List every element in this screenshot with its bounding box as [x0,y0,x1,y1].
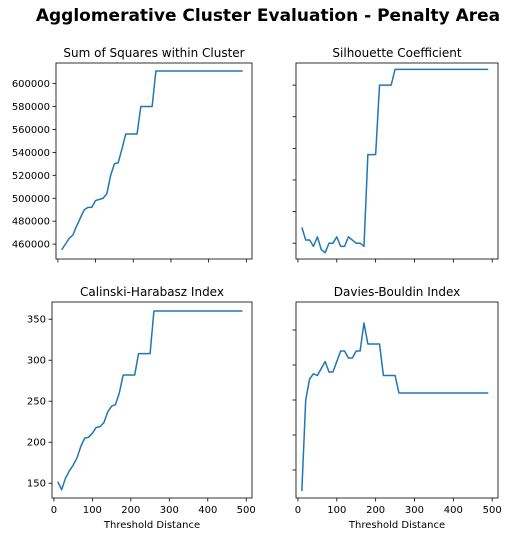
x-tick-label: 400 [198,505,217,516]
y-tick-label: 580000 [12,102,50,113]
y-tick-label: 540000 [12,148,50,159]
x-tick-label: 100 [83,505,102,516]
y-tick-label: 300 [27,356,46,367]
calinski-harabasz-x-axis-label: Threshold Distance [103,520,200,531]
x-tick-label: 0 [51,505,57,516]
sum-of-squares-panel: Sum of Squares within Cluster 460000 48000… [12,46,253,263]
y-tick-label: 350 [27,315,46,326]
calinski-harabasz-panel: Calinski-Harabasz Index 0 100 200 300 400 500 1… [27,285,256,531]
davies-bouldin-x-axis-label: Threshold Distance [348,520,445,531]
y-tick-label: 150 [27,479,46,490]
silhouette-series-line [301,68,489,254]
sum-of-squares-series-line [61,70,243,251]
davies-bouldin-axes-frame [295,301,499,499]
figure-title: Agglomerative Cluster Evaluation - Penal… [36,6,500,26]
y-tick-label: 460000 [12,240,50,251]
x-tick-label: 200 [366,505,385,516]
x-tick-label: 500 [483,505,502,516]
x-tick-label: 300 [405,505,424,516]
x-tick-label: 300 [160,505,179,516]
x-tick-label: 100 [327,505,346,516]
silhouette-panel: Silhouette Coefficient [292,46,499,263]
sum-of-squares-axes-frame [55,62,253,260]
y-tick-label: 560000 [12,125,50,136]
y-tick-label: 480000 [12,217,50,228]
davies-bouldin-title: Davies-Bouldin Index [334,285,461,299]
silhouette-title: Silhouette Coefficient [332,46,461,60]
davies-bouldin-panel: Davies-Bouldin Index 0 100 200 300 400 500 Thre… [292,285,502,531]
calinski-harabasz-title: Calinski-Harabasz Index [80,285,224,299]
silhouette-axes-frame [295,62,499,260]
calinski-harabasz-series-line [57,310,243,491]
x-tick-label: 200 [121,505,140,516]
sum-of-squares-title: Sum of Squares within Cluster [63,46,244,60]
subplots-grid: Sum of Squares within Cluster 460000 48000… [12,46,502,531]
davies-bouldin-series-line [301,322,489,492]
x-tick-label: 500 [237,505,256,516]
y-tick-label: 200 [27,438,46,449]
y-tick-label: 520000 [12,171,50,182]
y-tick-label: 250 [27,397,46,408]
x-tick-label: 0 [295,505,301,516]
y-tick-label: 600000 [12,79,50,90]
calinski-harabasz-axes-frame [51,301,253,499]
y-tick-label: 500000 [12,194,50,205]
x-tick-label: 400 [444,505,463,516]
